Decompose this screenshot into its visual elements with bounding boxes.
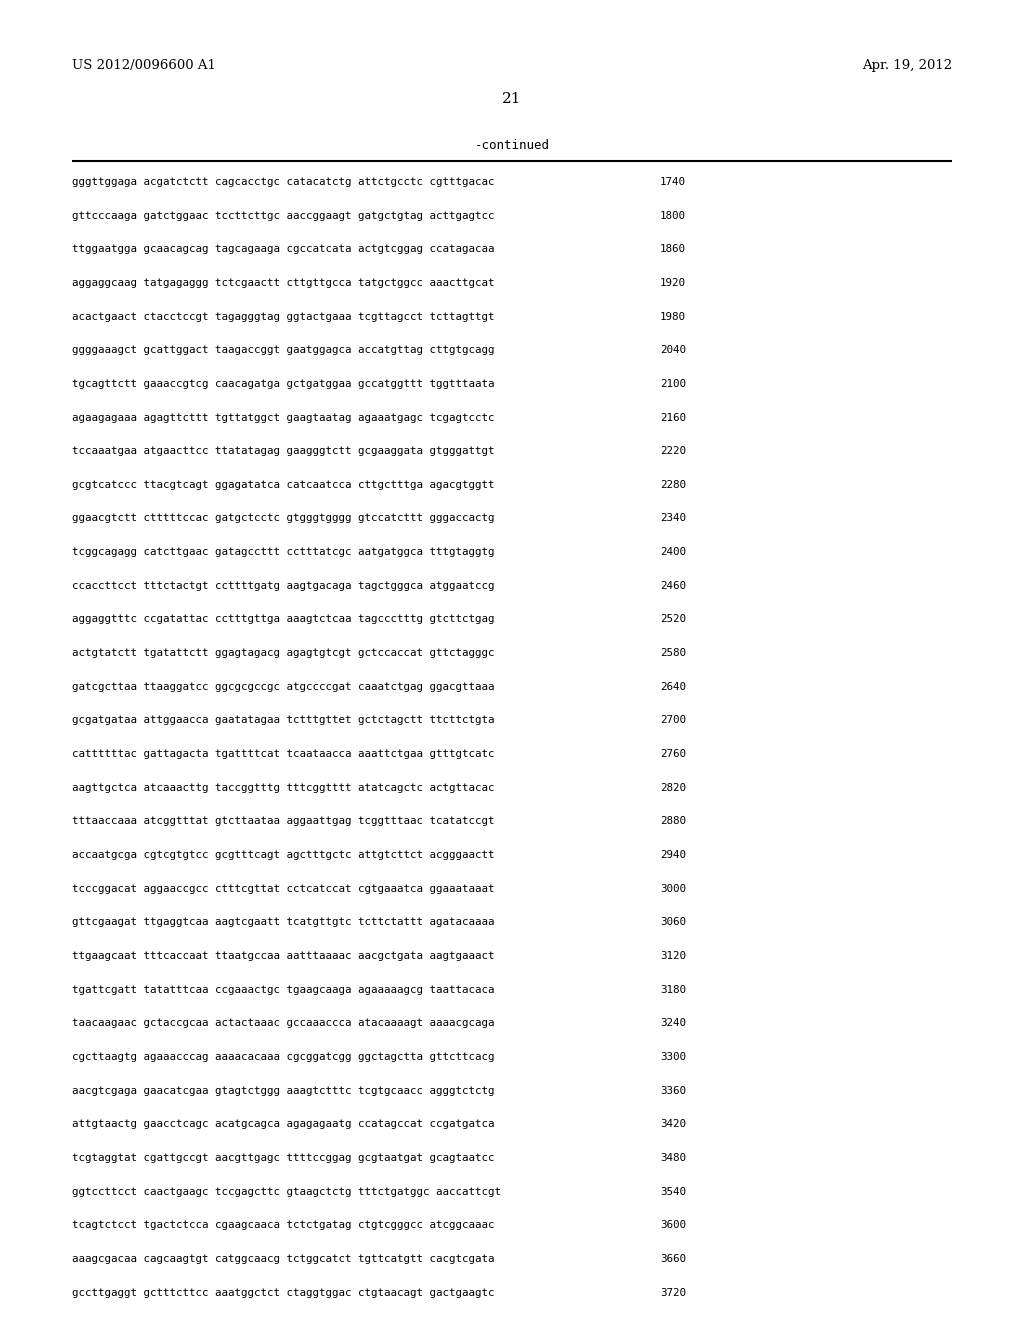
Text: 1800: 1800 [660, 211, 686, 220]
Text: 3180: 3180 [660, 985, 686, 995]
Text: 2700: 2700 [660, 715, 686, 726]
Text: 21: 21 [502, 92, 522, 107]
Text: 3660: 3660 [660, 1254, 686, 1265]
Text: accaatgcga cgtcgtgtcc gcgtttcagt agctttgctc attgtcttct acgggaactt: accaatgcga cgtcgtgtcc gcgtttcagt agctttg… [72, 850, 495, 861]
Text: aggaggtttc ccgatattac cctttgttga aaagtctcaa tagccctttg gtcttctgag: aggaggtttc ccgatattac cctttgttga aaagtct… [72, 615, 495, 624]
Text: 2280: 2280 [660, 480, 686, 490]
Text: 3720: 3720 [660, 1288, 686, 1298]
Text: ggaacgtctt ctttttccac gatgctcctc gtgggtgggg gtccatcttt gggaccactg: ggaacgtctt ctttttccac gatgctcctc gtgggtg… [72, 513, 495, 524]
Text: ggtccttcct caactgaagc tccgagcttc gtaagctctg tttctgatggc aaccattcgt: ggtccttcct caactgaagc tccgagcttc gtaagct… [72, 1187, 501, 1197]
Text: tcccggacat aggaaccgcc ctttcgttat cctcatccat cgtgaaatca ggaaataaat: tcccggacat aggaaccgcc ctttcgttat cctcatc… [72, 884, 495, 894]
Text: 2460: 2460 [660, 581, 686, 591]
Text: 3300: 3300 [660, 1052, 686, 1063]
Text: 3480: 3480 [660, 1154, 686, 1163]
Text: aacgtcgaga gaacatcgaa gtagtctggg aaagtctttc tcgtgcaacc agggtctctg: aacgtcgaga gaacatcgaa gtagtctggg aaagtct… [72, 1085, 495, 1096]
Text: 3120: 3120 [660, 950, 686, 961]
Text: 3060: 3060 [660, 917, 686, 928]
Text: aggaggcaag tatgagaggg tctcgaactt cttgttgcca tatgctggcc aaacttgcat: aggaggcaag tatgagaggg tctcgaactt cttgttg… [72, 279, 495, 288]
Text: 3600: 3600 [660, 1220, 686, 1230]
Text: 3000: 3000 [660, 884, 686, 894]
Text: 3540: 3540 [660, 1187, 686, 1197]
Text: 2400: 2400 [660, 548, 686, 557]
Text: 2160: 2160 [660, 413, 686, 422]
Text: tcggcagagg catcttgaac gatagccttt cctttatcgc aatgatggca tttgtaggtg: tcggcagagg catcttgaac gatagccttt cctttat… [72, 548, 495, 557]
Text: 2640: 2640 [660, 682, 686, 692]
Text: 1860: 1860 [660, 244, 686, 255]
Text: gcgatgataa attggaacca gaatatagaa tctttgttet gctctagctt ttcttctgta: gcgatgataa attggaacca gaatatagaa tctttgt… [72, 715, 495, 726]
Text: actgtatctt tgatattctt ggagtagacg agagtgtcgt gctccaccat gttctagggc: actgtatctt tgatattctt ggagtagacg agagtgt… [72, 648, 495, 659]
Text: 1740: 1740 [660, 177, 686, 187]
Text: gccttgaggt gctttcttcc aaatggctct ctaggtggac ctgtaacagt gactgaagtc: gccttgaggt gctttcttcc aaatggctct ctaggtg… [72, 1288, 495, 1298]
Text: gttcgaagat ttgaggtcaa aagtcgaatt tcatgttgtc tcttctattt agatacaaaa: gttcgaagat ttgaggtcaa aagtcgaatt tcatgtt… [72, 917, 495, 928]
Text: tcagtctcct tgactctcca cgaagcaaca tctctgatag ctgtcgggcc atcggcaaac: tcagtctcct tgactctcca cgaagcaaca tctctga… [72, 1220, 495, 1230]
Text: 3420: 3420 [660, 1119, 686, 1130]
Text: 2040: 2040 [660, 346, 686, 355]
Text: 2100: 2100 [660, 379, 686, 389]
Text: cattttttac gattagacta tgattttcat tcaataacca aaattctgaa gtttgtcatc: cattttttac gattagacta tgattttcat tcaataa… [72, 750, 495, 759]
Text: aaagcgacaa cagcaagtgt catggcaacg tctggcatct tgttcatgtt cacgtcgata: aaagcgacaa cagcaagtgt catggcaacg tctggca… [72, 1254, 495, 1265]
Text: Apr. 19, 2012: Apr. 19, 2012 [862, 59, 952, 73]
Text: tgcagttctt gaaaccgtcg caacagatga gctgatggaa gccatggttt tggtttaata: tgcagttctt gaaaccgtcg caacagatga gctgatg… [72, 379, 495, 389]
Text: -continued: -continued [474, 139, 550, 152]
Text: 3240: 3240 [660, 1019, 686, 1028]
Text: attgtaactg gaacctcagc acatgcagca agagagaatg ccatagccat ccgatgatca: attgtaactg gaacctcagc acatgcagca agagaga… [72, 1119, 495, 1130]
Text: 2880: 2880 [660, 816, 686, 826]
Text: 2760: 2760 [660, 750, 686, 759]
Text: ggggaaagct gcattggact taagaccggt gaatggagca accatgttag cttgtgcagg: ggggaaagct gcattggact taagaccggt gaatgga… [72, 346, 495, 355]
Text: 2520: 2520 [660, 615, 686, 624]
Text: 1920: 1920 [660, 279, 686, 288]
Text: tcgtaggtat cgattgccgt aacgttgagc ttttccggag gcgtaatgat gcagtaatcc: tcgtaggtat cgattgccgt aacgttgagc ttttccg… [72, 1154, 495, 1163]
Text: ttgaagcaat tttcaccaat ttaatgccaa aatttaaaac aacgctgata aagtgaaact: ttgaagcaat tttcaccaat ttaatgccaa aatttaa… [72, 950, 495, 961]
Text: tttaaccaaa atcggtttat gtcttaataa aggaattgag tcggtttaac tcatatccgt: tttaaccaaa atcggtttat gtcttaataa aggaatt… [72, 816, 495, 826]
Text: ccaccttcct tttctactgt ccttttgatg aagtgacaga tagctgggca atggaatccg: ccaccttcct tttctactgt ccttttgatg aagtgac… [72, 581, 495, 591]
Text: US 2012/0096600 A1: US 2012/0096600 A1 [72, 59, 216, 73]
Text: taacaagaac gctaccgcaa actactaaac gccaaaccca atacaaaagt aaaacgcaga: taacaagaac gctaccgcaa actactaaac gccaaac… [72, 1019, 495, 1028]
Text: 2940: 2940 [660, 850, 686, 861]
Text: agaagagaaa agagttcttt tgttatggct gaagtaatag agaaatgagc tcgagtcctc: agaagagaaa agagttcttt tgttatggct gaagtaa… [72, 413, 495, 422]
Text: gcgtcatccc ttacgtcagt ggagatatca catcaatcca cttgctttga agacgtggtt: gcgtcatccc ttacgtcagt ggagatatca catcaat… [72, 480, 495, 490]
Text: 3360: 3360 [660, 1085, 686, 1096]
Text: 2220: 2220 [660, 446, 686, 457]
Text: 2820: 2820 [660, 783, 686, 793]
Text: gatcgcttaa ttaaggatcc ggcgcgccgc atgccccgat caaatctgag ggacgttaaa: gatcgcttaa ttaaggatcc ggcgcgccgc atgcccc… [72, 682, 495, 692]
Text: acactgaact ctacctccgt tagagggtag ggtactgaaa tcgttagcct tcttagttgt: acactgaact ctacctccgt tagagggtag ggtactg… [72, 312, 495, 322]
Text: aagttgctca atcaaacttg taccggtttg tttcggtttt atatcagctc actgttacac: aagttgctca atcaaacttg taccggtttg tttcggt… [72, 783, 495, 793]
Text: tgattcgatt tatatttcaa ccgaaactgc tgaagcaaga agaaaaagcg taattacaca: tgattcgatt tatatttcaa ccgaaactgc tgaagca… [72, 985, 495, 995]
Text: 2580: 2580 [660, 648, 686, 659]
Text: tccaaatgaa atgaacttcc ttatatagag gaagggtctt gcgaaggata gtgggattgt: tccaaatgaa atgaacttcc ttatatagag gaagggt… [72, 446, 495, 457]
Text: gggttggaga acgatctctt cagcacctgc catacatctg attctgcctc cgtttgacac: gggttggaga acgatctctt cagcacctgc catacat… [72, 177, 495, 187]
Text: cgcttaagtg agaaacccag aaaacacaaa cgcggatcgg ggctagctta gttcttcacg: cgcttaagtg agaaacccag aaaacacaaa cgcggat… [72, 1052, 495, 1063]
Text: gttcccaaga gatctggaac tccttcttgc aaccggaagt gatgctgtag acttgagtcc: gttcccaaga gatctggaac tccttcttgc aaccgga… [72, 211, 495, 220]
Text: ttggaatgga gcaacagcag tagcagaaga cgccatcata actgtcggag ccatagacaa: ttggaatgga gcaacagcag tagcagaaga cgccatc… [72, 244, 495, 255]
Text: 2340: 2340 [660, 513, 686, 524]
Text: 1980: 1980 [660, 312, 686, 322]
